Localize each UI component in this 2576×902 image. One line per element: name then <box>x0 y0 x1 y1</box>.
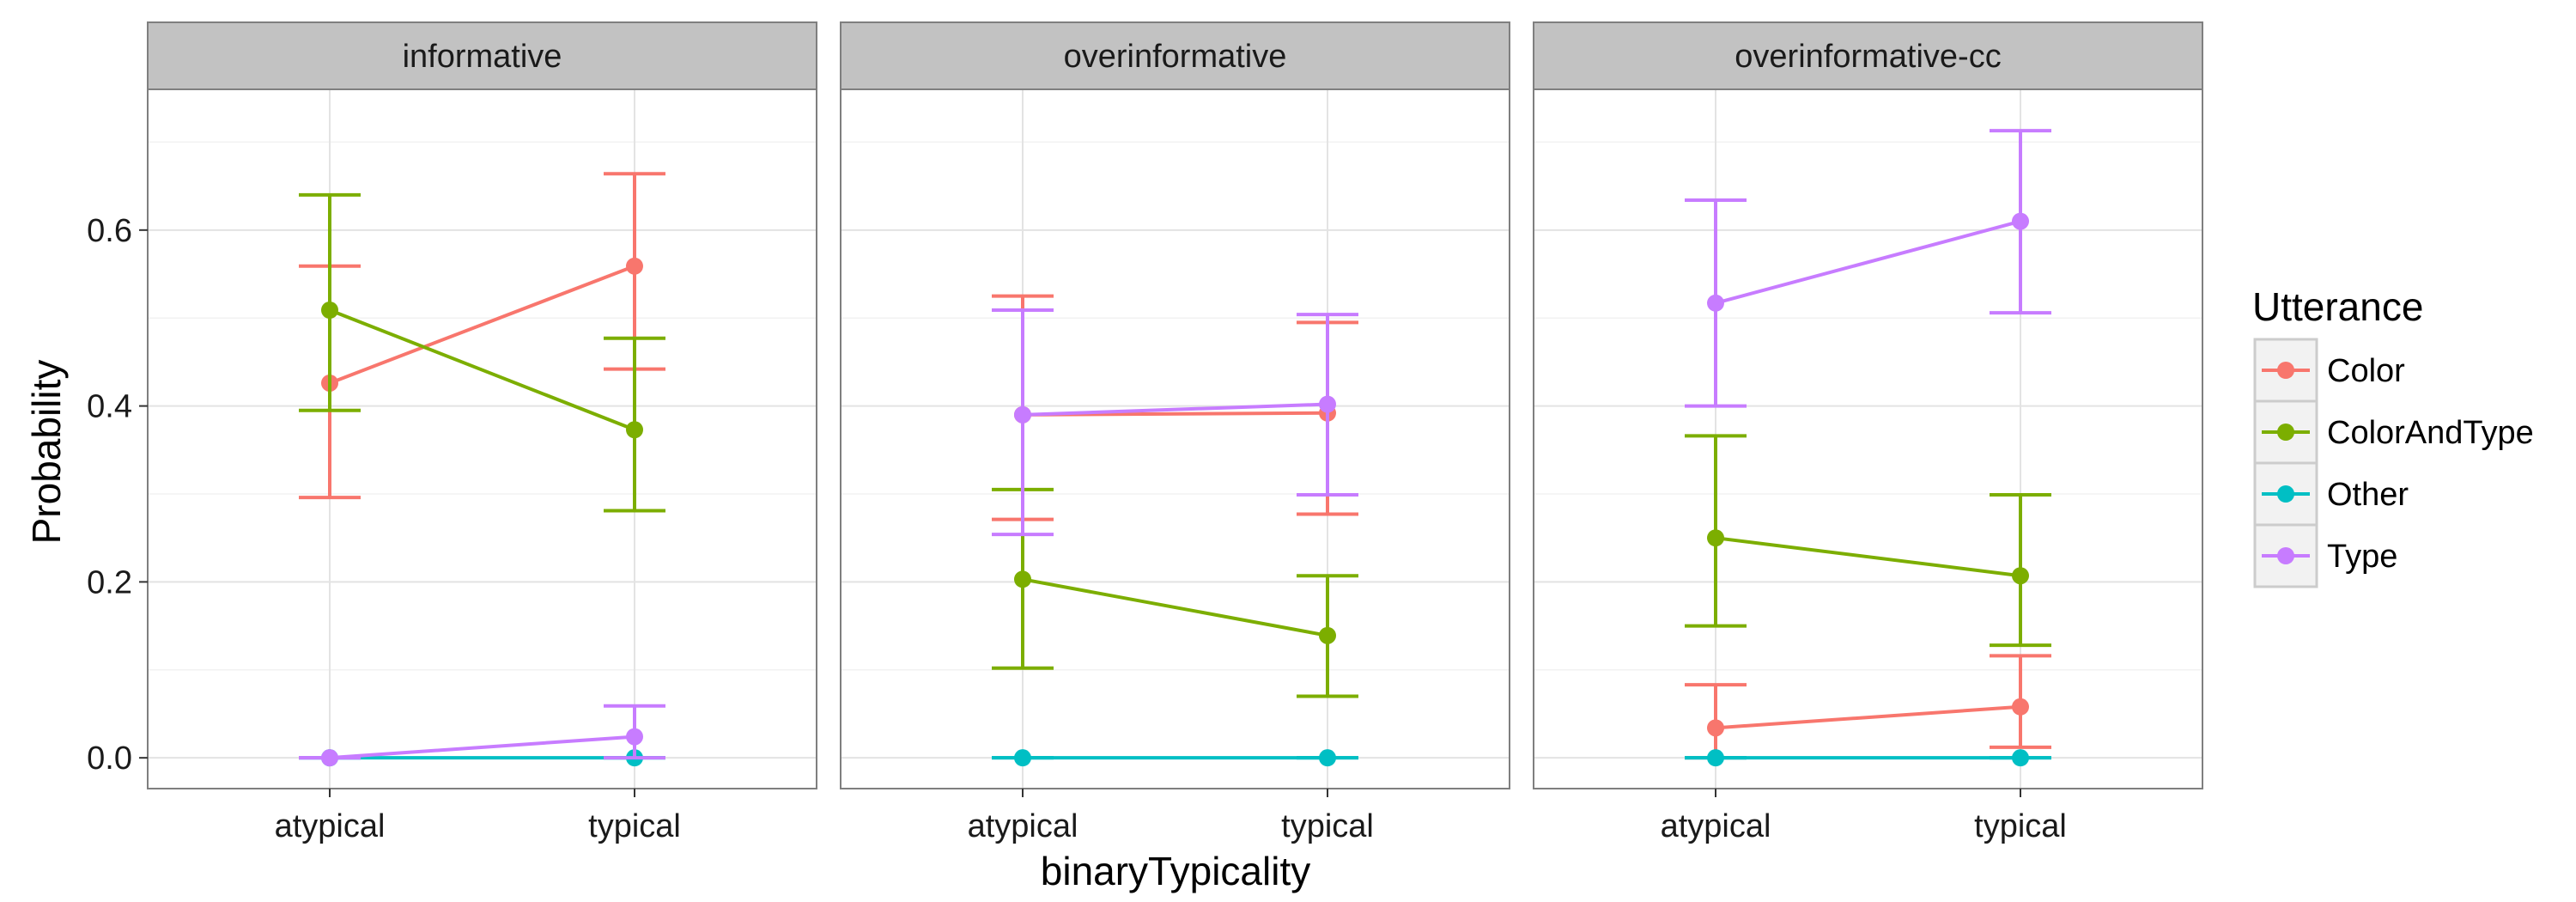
data-point-Other <box>1707 749 1724 767</box>
data-point-Type <box>1014 405 1031 424</box>
panel-border <box>147 88 817 789</box>
data-point-Other <box>2012 749 2029 767</box>
series-line-Color <box>329 264 635 385</box>
panel-border <box>1533 88 2203 789</box>
legend-key-point <box>2277 362 2294 379</box>
series-Other <box>992 749 1358 767</box>
legend-label: ColorAndType <box>2327 415 2534 451</box>
legend-label: Color <box>2327 353 2405 389</box>
y-tick-label: 0.2 <box>87 564 132 600</box>
panel-background <box>841 89 1510 789</box>
data-point-ColorAndType <box>1014 570 1031 588</box>
facet-strip <box>147 21 817 90</box>
series-Type <box>992 308 1358 537</box>
legend-key-point <box>2277 547 2294 564</box>
legend-item-Color: Color <box>2253 338 2405 403</box>
x-tick-label: atypical <box>1661 808 1771 844</box>
series-Type <box>1685 129 2051 408</box>
data-point-ColorAndType <box>1319 626 1336 644</box>
x-tick-label: atypical <box>275 808 386 844</box>
series-line-ColorAndType <box>329 308 635 432</box>
legend-item-Other: Other <box>2253 461 2409 527</box>
facet-strip-label: overinformative <box>1064 39 1287 75</box>
data-point-Type <box>1707 294 1724 312</box>
facet-strip <box>1533 21 2203 90</box>
y-tick-label: 0.0 <box>87 740 132 777</box>
panel-background <box>1534 89 2202 789</box>
legend-label: Other <box>2327 477 2409 513</box>
x-tick-label: typical <box>1281 808 1374 844</box>
legend-item-ColorAndType: ColorAndType <box>2253 399 2534 465</box>
data-point-ColorAndType <box>1707 529 1724 547</box>
series-Other <box>1685 749 2051 767</box>
series-ColorAndType <box>299 192 665 513</box>
data-point-Type <box>321 749 338 767</box>
series-line-Type <box>1022 402 1328 417</box>
data-point-Type <box>2012 212 2029 230</box>
y-axis-title: Probability <box>24 360 69 545</box>
legend-label: Type <box>2327 539 2397 575</box>
series-line-Type <box>1715 219 2021 305</box>
data-point-Color <box>2012 698 2029 716</box>
facet-strip-label: informative <box>403 39 562 75</box>
facet-panel-overinformative-cc: overinformative-cc atypical typical <box>1533 21 2203 844</box>
y-axis: 0.0 0.2 0.4 0.6 <box>87 213 148 777</box>
y-tick-label: 0.6 <box>87 213 132 249</box>
data-point-Other <box>1319 749 1336 767</box>
data-point-Type <box>626 728 643 746</box>
data-point-Color <box>1707 719 1724 737</box>
series-line-Color <box>1715 704 2021 730</box>
x-tick-label: typical <box>588 808 681 844</box>
legend-key-point <box>2277 424 2294 441</box>
panel-background <box>148 89 817 789</box>
data-point-ColorAndType <box>2012 567 2029 585</box>
legend: Utterance Color ColorAndType Other Type <box>2252 284 2534 588</box>
data-point-Color <box>626 257 643 275</box>
legend-title: Utterance <box>2252 284 2423 329</box>
series-line-ColorAndType <box>1022 577 1328 637</box>
facet-panel-overinformative: overinformative atypical typical <box>840 21 1510 844</box>
facet-strip-label: overinformative-cc <box>1735 39 2001 75</box>
data-point-Other <box>1014 749 1031 767</box>
x-tick-label: typical <box>1974 808 2067 844</box>
y-tick-label: 0.4 <box>87 389 132 425</box>
series-line-ColorAndType <box>1715 536 2021 578</box>
series-Type <box>299 704 665 767</box>
series-line-Type <box>329 734 635 760</box>
series-ColorAndType <box>1685 434 2051 648</box>
data-point-Type <box>1319 395 1336 413</box>
facet-panel-informative: informative atypical typical <box>147 21 817 844</box>
x-tick-label: atypical <box>968 808 1078 844</box>
data-point-ColorAndType <box>626 421 643 439</box>
legend-key-point <box>2277 485 2294 503</box>
panel-border <box>840 88 1510 789</box>
legend-item-Type: Type <box>2253 523 2397 588</box>
data-point-ColorAndType <box>321 301 338 319</box>
x-axis-title: binaryTypicality <box>1041 849 1310 893</box>
